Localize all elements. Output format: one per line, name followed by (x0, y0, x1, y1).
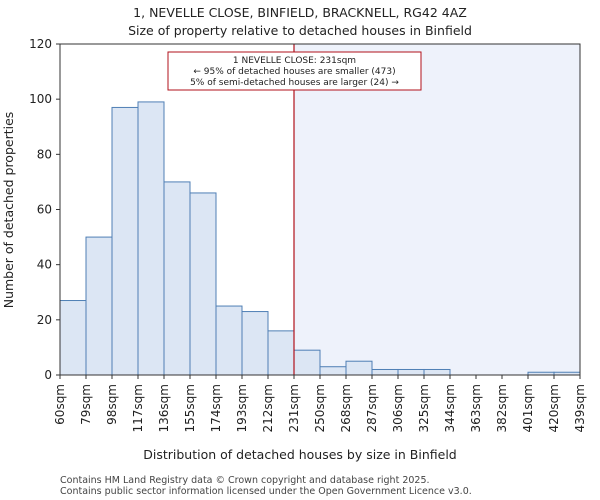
x-tick-label: 60sqm (53, 384, 67, 425)
y-tick-label: 120 (29, 37, 52, 51)
y-tick-label: 60 (37, 203, 52, 217)
bar-60sqm (59, 300, 87, 376)
x-tick-label: 117sqm (131, 384, 145, 432)
x-tick-label: 155sqm (183, 384, 197, 432)
x-tick-label: 231sqm (287, 384, 301, 432)
x-tick-label: 344sqm (443, 384, 457, 432)
annotation-box (167, 51, 422, 91)
x-tick-label: 174sqm (209, 384, 223, 432)
x-tick-label: 136sqm (157, 384, 171, 432)
highlight-region (294, 44, 580, 375)
y-tick-label: 40 (37, 258, 52, 272)
x-tick-label: 79sqm (79, 384, 93, 425)
y-tick-label: 100 (29, 92, 52, 106)
x-tick-label: 250sqm (313, 384, 327, 432)
x-tick-label: 382sqm (495, 384, 509, 432)
x-tick-label: 212sqm (261, 384, 275, 432)
x-tick-label: 193sqm (235, 384, 249, 432)
y-tick-label: 0 (44, 368, 52, 382)
bar-98sqm (111, 106, 139, 376)
bar-325sqm (423, 368, 451, 376)
y-tick-label: 80 (37, 147, 52, 161)
footer-line-2: Contains public sector information licen… (60, 486, 472, 497)
bar-268sqm (345, 360, 373, 376)
chart-subtitle: Size of property relative to detached ho… (128, 23, 472, 38)
bar-193sqm (241, 311, 269, 376)
annotation-line-3: 5% of semi-detached houses are larger (2… (190, 78, 399, 88)
x-tick-label: 306sqm (391, 384, 405, 432)
bar-117sqm (137, 101, 165, 376)
bar-287sqm (371, 368, 399, 376)
x-tick-label: 363sqm (469, 384, 483, 432)
x-axis-label: Distribution of detached houses by size … (143, 447, 457, 462)
y-tick-label: 20 (37, 313, 52, 327)
bar-155sqm (189, 192, 217, 376)
x-tick-label: 439sqm (573, 384, 587, 432)
footer-line-1: Contains HM Land Registry data © Crown c… (60, 475, 430, 486)
bar-231sqm (293, 349, 321, 376)
x-tick-label: 98sqm (105, 384, 119, 425)
bar-79sqm (85, 236, 113, 376)
bar-250sqm (319, 366, 347, 376)
annotation-line-2: ← 95% of detached houses are smaller (47… (193, 67, 395, 77)
x-tick-label: 325sqm (417, 384, 431, 432)
bar-136sqm (163, 181, 191, 376)
bar-212sqm (267, 330, 295, 376)
chart-title: 1, NEVELLE CLOSE, BINFIELD, BRACKNELL, R… (133, 5, 467, 20)
x-tick-label: 401sqm (521, 384, 535, 432)
annotation-line-1: 1 NEVELLE CLOSE: 231sqm (233, 56, 356, 66)
x-tick-label: 420sqm (547, 384, 561, 432)
x-tick-label: 287sqm (365, 384, 379, 432)
y-axis-label: Number of detached properties (1, 112, 16, 309)
bar-306sqm (397, 368, 425, 376)
bar-174sqm (215, 305, 243, 376)
x-tick-label: 268sqm (339, 384, 353, 432)
plot-area: 0 20 40 60 80 100 120 60sqm 79sqm 98sqm 117sqm 136s… (29, 37, 587, 432)
